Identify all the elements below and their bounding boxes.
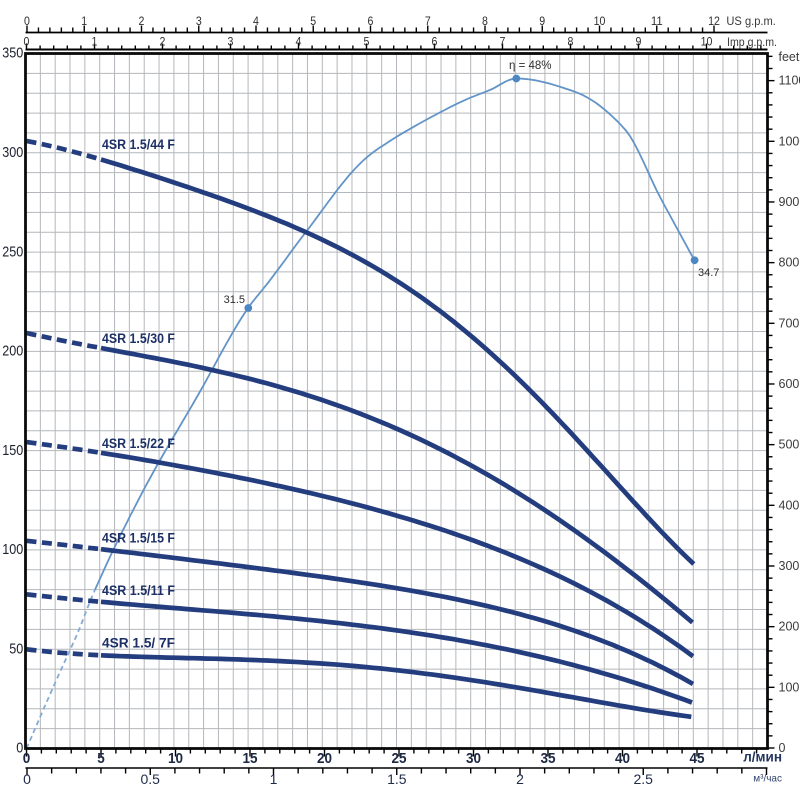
svg-text:800: 800: [779, 256, 800, 270]
svg-text:100: 100: [779, 680, 800, 694]
svg-text:400: 400: [779, 498, 800, 512]
svg-text:3: 3: [196, 14, 202, 28]
svg-text:40: 40: [615, 750, 630, 767]
svg-text:200: 200: [779, 620, 800, 634]
svg-text:л/мин: л/мин: [743, 749, 782, 764]
svg-text:4SR 1.5/11 F: 4SR 1.5/11 F: [102, 583, 175, 598]
svg-text:0: 0: [24, 14, 30, 28]
svg-text:200: 200: [2, 343, 23, 360]
svg-text:600: 600: [779, 377, 800, 391]
svg-text:34.7: 34.7: [698, 267, 719, 279]
svg-text:31.5: 31.5: [224, 294, 245, 306]
svg-text:0: 0: [24, 35, 30, 49]
svg-text:6: 6: [368, 14, 374, 28]
svg-text:350: 350: [2, 45, 23, 62]
svg-text:1100: 1100: [779, 74, 800, 88]
svg-text:15: 15: [243, 750, 258, 767]
svg-text:0.5: 0.5: [140, 771, 160, 787]
svg-text:8: 8: [482, 14, 488, 28]
svg-text:м³/час: м³/час: [753, 773, 782, 784]
svg-text:5: 5: [364, 35, 370, 49]
svg-text:300: 300: [2, 144, 23, 161]
svg-text:100: 100: [2, 541, 23, 558]
svg-text:300: 300: [779, 559, 800, 573]
svg-text:700: 700: [779, 316, 800, 330]
svg-text:9: 9: [539, 14, 545, 28]
svg-text:US g.p.m.: US g.p.m.: [726, 14, 776, 28]
svg-text:2: 2: [139, 14, 145, 28]
svg-text:5: 5: [310, 14, 316, 28]
svg-text:11: 11: [651, 14, 663, 28]
svg-text:1: 1: [92, 35, 98, 49]
svg-text:1.5: 1.5: [387, 771, 407, 787]
svg-text:12: 12: [708, 14, 720, 28]
svg-text:20: 20: [317, 750, 332, 767]
svg-text:4: 4: [296, 35, 302, 49]
svg-text:0: 0: [23, 771, 31, 787]
svg-text:1: 1: [270, 771, 278, 787]
svg-text:4SR 1.5/ 7F: 4SR 1.5/ 7F: [102, 636, 175, 651]
svg-text:Imp g.p.m.: Imp g.p.m.: [727, 35, 777, 49]
svg-text:1: 1: [81, 14, 87, 28]
svg-text:4SR 1.5/30 F: 4SR 1.5/30 F: [102, 331, 175, 346]
svg-text:2: 2: [160, 35, 166, 49]
svg-text:2: 2: [516, 771, 524, 787]
svg-text:900: 900: [779, 195, 800, 209]
svg-text:250: 250: [2, 243, 23, 260]
svg-text:8: 8: [568, 35, 574, 49]
svg-text:7: 7: [425, 14, 431, 28]
svg-text:30: 30: [466, 750, 481, 767]
svg-text:6: 6: [432, 35, 438, 49]
svg-text:5: 5: [97, 750, 105, 767]
svg-text:4: 4: [253, 14, 259, 28]
svg-text:10: 10: [168, 750, 183, 767]
svg-text:1000: 1000: [779, 134, 800, 148]
svg-text:3: 3: [228, 35, 234, 49]
svg-text:9: 9: [636, 35, 642, 49]
svg-text:0: 0: [779, 741, 786, 755]
svg-text:10: 10: [701, 35, 713, 49]
svg-text:25: 25: [392, 750, 407, 767]
svg-text:50: 50: [9, 640, 23, 657]
svg-text:10: 10: [594, 14, 606, 28]
svg-text:7: 7: [500, 35, 506, 49]
svg-text:35: 35: [541, 750, 556, 767]
svg-text:4SR 1.5/44 F: 4SR 1.5/44 F: [102, 137, 175, 152]
svg-text:feet: feet: [779, 50, 800, 64]
svg-text:η = 48%: η = 48%: [509, 60, 552, 72]
svg-text:500: 500: [779, 438, 800, 452]
svg-text:2.5: 2.5: [633, 771, 653, 787]
svg-text:45: 45: [690, 750, 705, 767]
svg-text:150: 150: [2, 442, 23, 459]
svg-text:0: 0: [16, 740, 23, 757]
svg-text:0: 0: [23, 750, 31, 767]
svg-text:4SR 1.5/15 F: 4SR 1.5/15 F: [102, 531, 175, 546]
svg-text:4SR 1.5/22 F: 4SR 1.5/22 F: [102, 436, 175, 451]
